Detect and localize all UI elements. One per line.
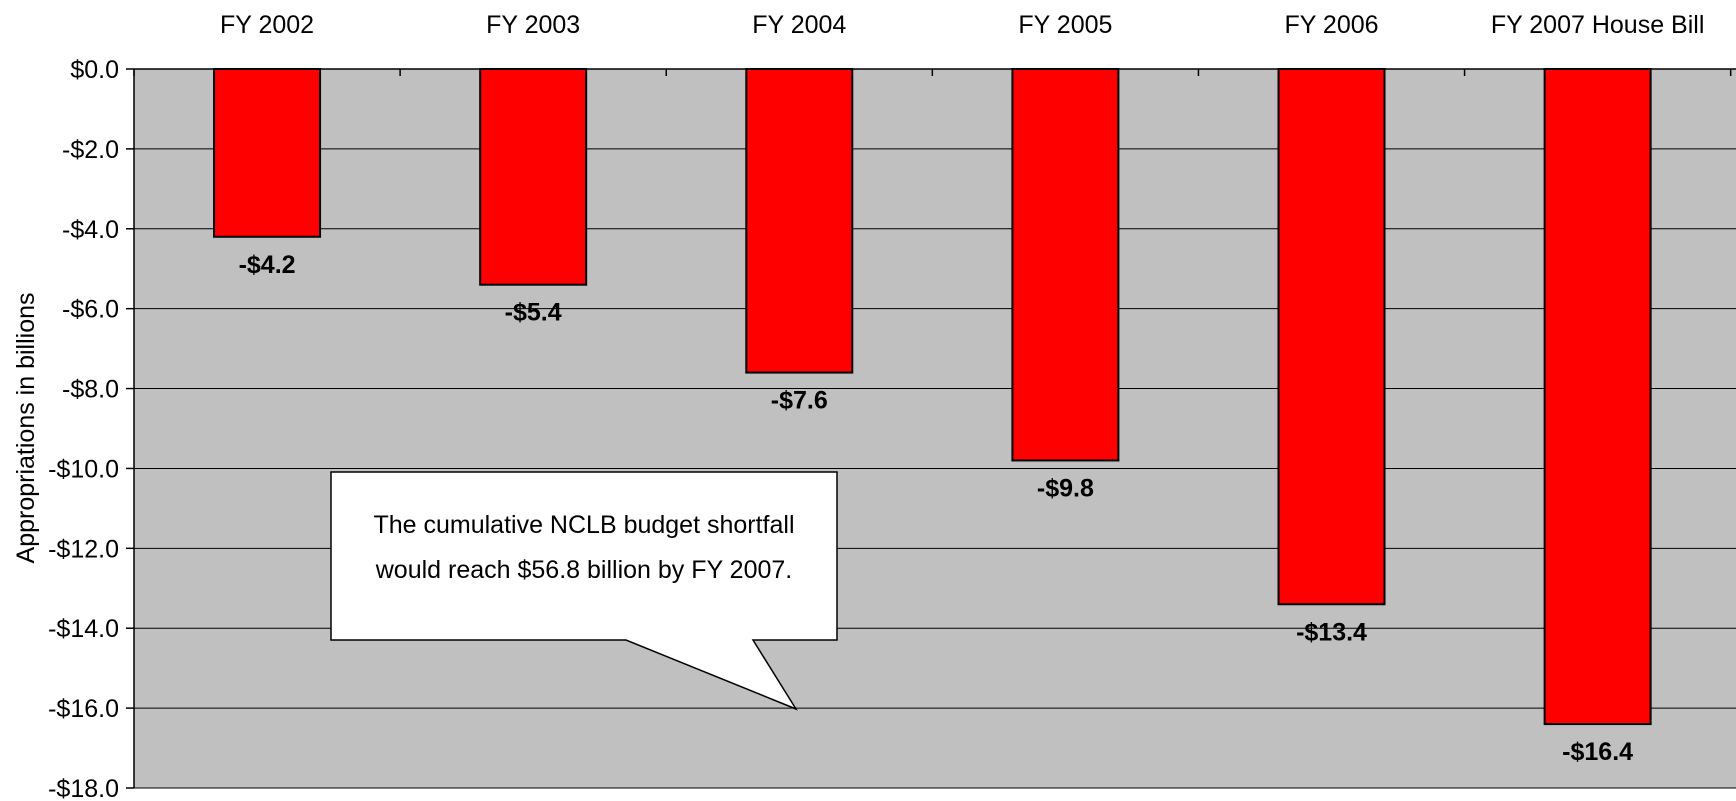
y-tick-label: $0.0 (70, 56, 119, 84)
data-labels: -$4.2 -$5.4 -$7.6 -$9.8 -$13.4 -$16.4 (239, 251, 1634, 766)
callout: The cumulative NCLB budget shortfall wou… (330, 471, 838, 711)
category-label: FY 2003 (486, 11, 580, 39)
bars (213, 68, 1652, 726)
bar (213, 68, 322, 238)
bar (1543, 68, 1652, 726)
axes (126, 68, 1736, 789)
y-tick-label: -$6.0 (62, 296, 119, 324)
y-tick-label: -$10.0 (48, 455, 119, 483)
y-tick-label: -$2.0 (62, 136, 119, 164)
plot-area-background (134, 69, 1736, 788)
y-tick-label: -$4.0 (62, 216, 119, 244)
bar (479, 68, 588, 286)
category-label: FY 2004 (752, 11, 846, 39)
category-label: FY 2007 House Bill (1491, 11, 1705, 39)
callout-text-line-1: The cumulative NCLB budget shortfall (373, 511, 794, 539)
bar-value-label: -$5.4 (505, 299, 562, 327)
y-axis-title: Appropriations in billions (12, 293, 40, 564)
y-tick-label: -$16.0 (48, 695, 119, 723)
bar-value-label: -$13.4 (1296, 618, 1367, 646)
bar-value-label: -$16.4 (1562, 738, 1633, 766)
category-label: FY 2005 (1018, 11, 1112, 39)
y-tick-label: -$12.0 (48, 535, 119, 563)
callout-text-line-2: would reach $56.8 billion by FY 2007. (375, 556, 792, 584)
bar (745, 68, 854, 374)
y-tick-label: -$18.0 (48, 775, 119, 801)
category-label: FY 2002 (220, 11, 314, 39)
y-tick-labels: $0.0 -$2.0 -$4.0 -$6.0 -$8.0 -$10.0 -$12.0 -$14… (48, 56, 119, 801)
category-labels: FY 2002 FY 2003 FY 2004 FY 2005 FY 2006 FY 20… (220, 11, 1704, 39)
y-tick-label: -$8.0 (62, 376, 119, 404)
bar-value-label: -$4.2 (239, 251, 296, 279)
bar (1277, 68, 1386, 606)
category-label: FY 2006 (1284, 11, 1378, 39)
bar (1011, 68, 1120, 462)
y-tick-label: -$14.0 (48, 615, 119, 643)
callout-shape (330, 471, 838, 711)
bar-value-label: -$7.6 (771, 387, 828, 415)
bar-value-label: -$9.8 (1037, 474, 1094, 502)
